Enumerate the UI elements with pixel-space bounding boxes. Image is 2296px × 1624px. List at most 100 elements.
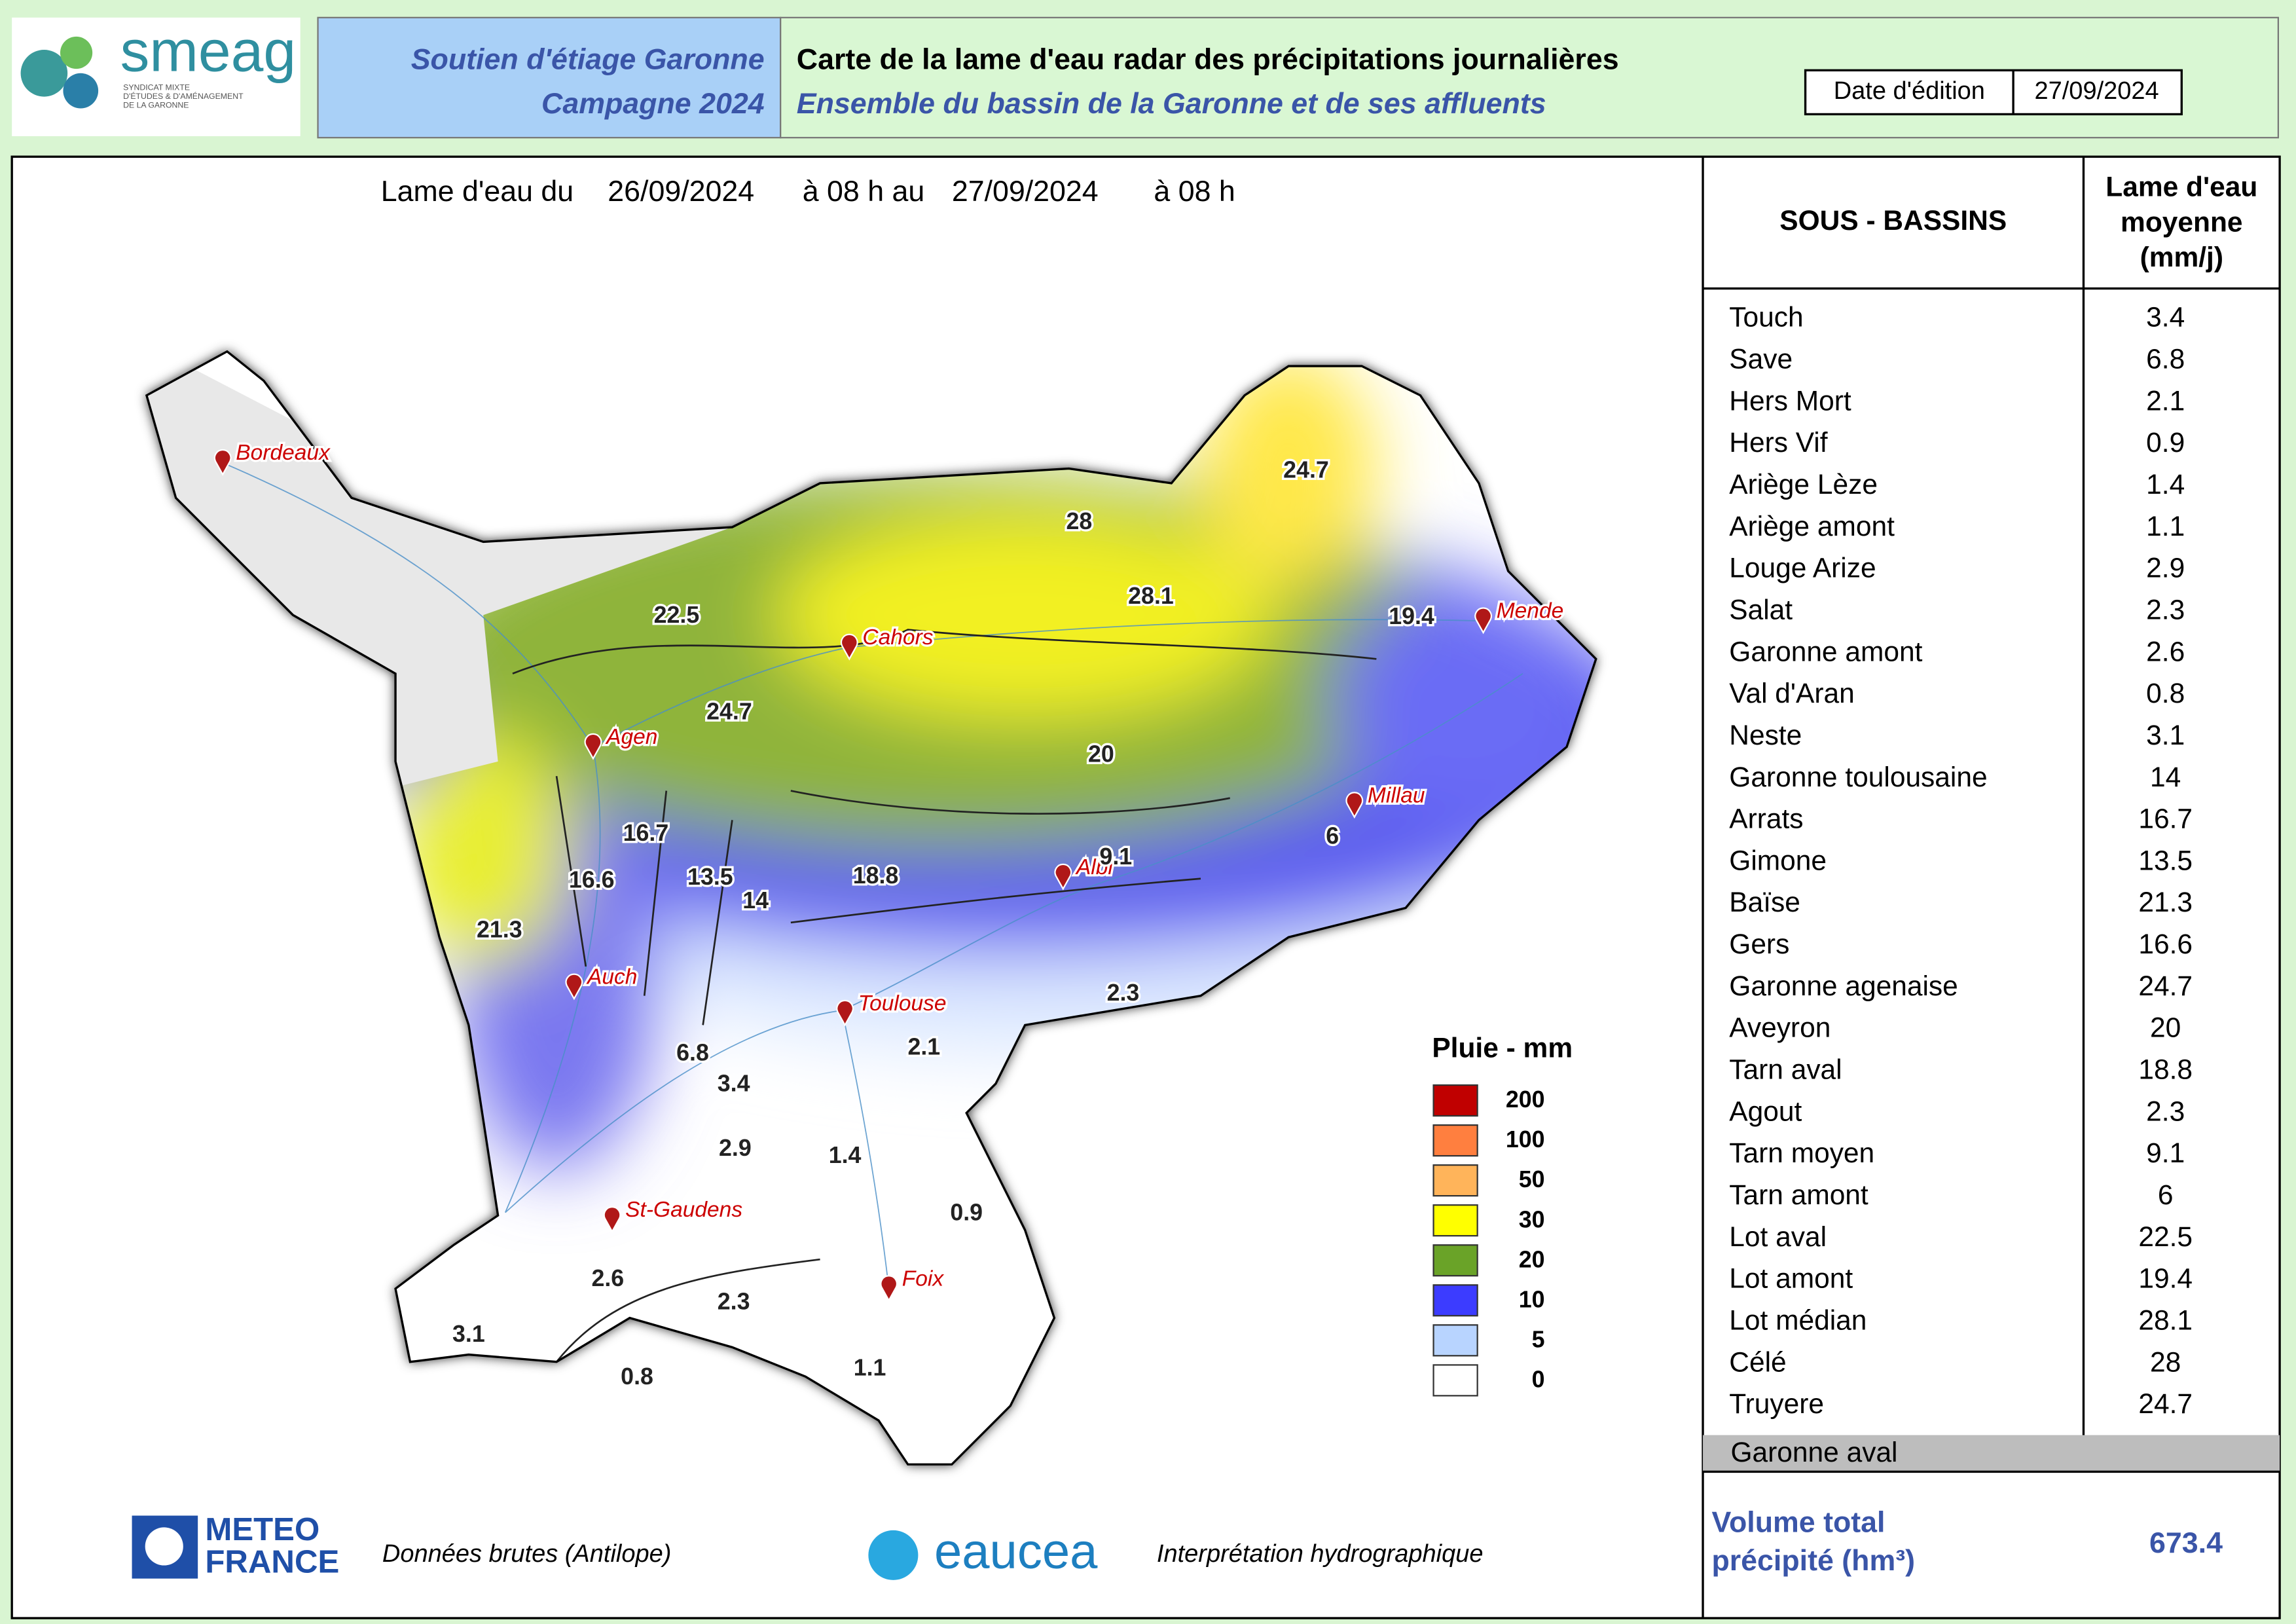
- city-marker: [840, 633, 858, 661]
- row-value: 22.5: [2138, 1222, 2193, 1253]
- row-value: 13.5: [2138, 845, 2193, 876]
- row-name: Save: [1729, 344, 1793, 375]
- logo-subtitle: D'ÉTUDES & D'AMÉNAGEMENT: [123, 91, 244, 101]
- row-name: Gimone: [1729, 845, 1827, 876]
- footer-note: Données brutes (Antilope): [382, 1540, 671, 1568]
- logo-icon: [20, 50, 68, 97]
- legend-swatch: [1432, 1204, 1478, 1237]
- city-marker: [565, 973, 583, 1001]
- footer-note: Interprétation hydrographique: [1157, 1540, 1484, 1568]
- extra-row-band: [1703, 1435, 2280, 1472]
- river: [841, 1010, 890, 1289]
- city-marker: [1345, 792, 1364, 819]
- eaucea-logo: [868, 1530, 919, 1580]
- river: [592, 619, 1484, 748]
- row-name: Ariège Lèze: [1729, 470, 1878, 500]
- city-marker: [584, 733, 602, 760]
- row-value: 2.3: [2146, 1096, 2185, 1127]
- table-header: SOUS - BASSINS: [1779, 206, 2007, 236]
- basin-value: 2.9: [719, 1135, 752, 1161]
- city-label: Millau: [1368, 783, 1425, 807]
- basin-value: 9.1: [1099, 843, 1132, 870]
- city-marker: [1474, 607, 1493, 635]
- row-value: 2.6: [2146, 637, 2185, 667]
- rain-zone: [395, 732, 572, 967]
- city-marker: [213, 449, 232, 476]
- row-value: 2.1: [2146, 386, 2185, 416]
- logo-subtitle: SYNDICAT MIXTE: [123, 83, 190, 92]
- row-value: 9.1: [2146, 1138, 2185, 1169]
- rain-zone: [1332, 585, 1596, 821]
- period-text: Lame d'eau du: [381, 175, 574, 208]
- river: [505, 673, 1523, 1213]
- date: 27/09/2024: [2034, 77, 2159, 105]
- city-label: Auch: [586, 965, 637, 989]
- row-name: Hers Mort: [1729, 386, 1851, 416]
- basin-value: 24.7: [1283, 457, 1329, 483]
- row-name: Lot aval: [1729, 1222, 1827, 1253]
- row-name: Touch: [1729, 303, 1803, 333]
- row-name: Garonne amont: [1729, 637, 1922, 667]
- legend-swatch: [1432, 1164, 1478, 1197]
- row-value: 2.9: [2146, 553, 2185, 584]
- period-text: à 08 h: [1154, 175, 1235, 208]
- row-value: 20: [2150, 1013, 2181, 1044]
- row-value: 1.4: [2146, 470, 2185, 500]
- basin-value: 16.7: [623, 820, 669, 846]
- legend-label: 30: [1519, 1206, 1545, 1232]
- row-value: 24.7: [2138, 971, 2193, 1002]
- city-label: Toulouse: [858, 991, 947, 1016]
- row-name: Garonne agenaise: [1729, 971, 1958, 1002]
- city-marker: [1054, 863, 1072, 891]
- city-marker: [880, 1275, 898, 1302]
- rain-zone: [776, 512, 1274, 718]
- row-name: Célé: [1729, 1347, 1786, 1378]
- border: [790, 790, 1230, 815]
- date-label: Date d'édition: [1834, 77, 1985, 105]
- eaucea-logo-text: eaucea: [934, 1524, 1098, 1579]
- title: Carte de la lame d'eau radar des précipi…: [797, 44, 1619, 76]
- basin-value: 1.1: [854, 1354, 886, 1380]
- city-label: Cahors: [862, 625, 933, 650]
- border: [790, 877, 1201, 924]
- row-name: Salat: [1729, 595, 1793, 625]
- row-value: 3.4: [2146, 303, 2185, 333]
- basin-value: 19.4: [1389, 603, 1434, 629]
- basin-value: 2.3: [1107, 980, 1140, 1006]
- row-value: 1.1: [2146, 511, 2185, 542]
- basin-value: 18.8: [853, 862, 899, 889]
- row-name: Aveyron: [1729, 1013, 1831, 1044]
- row-value: 24.7: [2138, 1389, 2193, 1420]
- table-header: (mm/j): [2140, 242, 2223, 273]
- meteo-logo-text: METEO: [205, 1511, 319, 1547]
- rain-zone: [1201, 351, 1377, 586]
- city-label: Agen: [605, 725, 657, 749]
- city-label: Albi: [1075, 855, 1114, 879]
- legend-swatch: [1432, 1324, 1478, 1357]
- row-name: Tarn amont: [1729, 1180, 1868, 1211]
- city-label: Bordeaux: [236, 441, 331, 465]
- row-value: 0.9: [2146, 428, 2185, 458]
- volume-value: 673.4: [2149, 1527, 2223, 1559]
- extra-row: Garonne aval: [1731, 1437, 1898, 1468]
- row-name: Baïse: [1729, 887, 1800, 918]
- legend-swatch: [1432, 1284, 1478, 1317]
- basin-value: 14: [742, 887, 769, 913]
- basin-value: 6: [1326, 823, 1339, 849]
- legend-label: 0: [1532, 1366, 1545, 1392]
- period-text: 26/09/2024: [608, 175, 754, 208]
- basin-value: 3.4: [718, 1071, 750, 1097]
- row-value: 28.1: [2138, 1305, 2193, 1336]
- left-title: Soutien d'étiage Garonne: [411, 44, 765, 76]
- logo-text: smeag: [120, 18, 296, 84]
- row-value: 28: [2150, 1347, 2181, 1378]
- basin-value: 2.3: [718, 1289, 750, 1315]
- legend-label: 5: [1532, 1326, 1545, 1352]
- row-value: 6: [2158, 1180, 2174, 1211]
- legend-swatch: [1432, 1244, 1478, 1277]
- basin-value: 2.6: [591, 1265, 624, 1291]
- meteo-logo: [145, 1527, 183, 1566]
- row-name: Louge Arize: [1729, 553, 1876, 584]
- row-name: Arrats: [1729, 804, 1803, 835]
